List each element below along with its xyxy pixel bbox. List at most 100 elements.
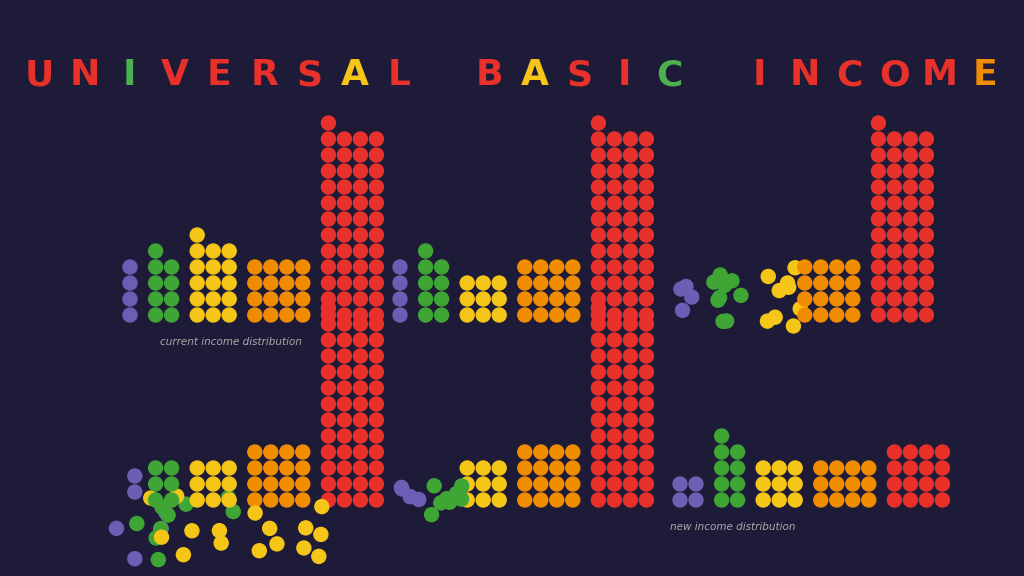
Circle shape <box>592 349 605 363</box>
Circle shape <box>460 477 474 491</box>
Circle shape <box>639 477 653 491</box>
Circle shape <box>206 244 220 258</box>
Circle shape <box>607 461 622 475</box>
Circle shape <box>179 497 194 511</box>
Circle shape <box>148 308 163 322</box>
Circle shape <box>148 292 163 306</box>
Circle shape <box>222 493 237 507</box>
Circle shape <box>592 180 605 194</box>
Circle shape <box>322 196 336 210</box>
Circle shape <box>434 276 449 290</box>
Circle shape <box>639 493 653 507</box>
Circle shape <box>518 308 531 322</box>
Circle shape <box>353 413 368 427</box>
Circle shape <box>624 317 637 331</box>
Circle shape <box>434 308 449 322</box>
Circle shape <box>353 292 368 306</box>
Circle shape <box>676 304 689 317</box>
Circle shape <box>814 477 827 491</box>
Circle shape <box>592 308 605 322</box>
Circle shape <box>794 302 807 316</box>
Circle shape <box>639 260 653 274</box>
Text: A: A <box>520 58 549 92</box>
Circle shape <box>148 493 163 507</box>
Circle shape <box>871 196 886 210</box>
Circle shape <box>248 506 262 520</box>
Circle shape <box>772 493 786 507</box>
Circle shape <box>566 260 580 274</box>
Circle shape <box>639 429 653 443</box>
Circle shape <box>206 477 220 491</box>
Circle shape <box>314 528 328 541</box>
Circle shape <box>148 477 163 491</box>
Circle shape <box>248 445 262 459</box>
Circle shape <box>337 196 351 210</box>
Circle shape <box>639 445 653 459</box>
Text: C: C <box>837 58 862 92</box>
Circle shape <box>592 365 605 379</box>
Circle shape <box>353 429 368 443</box>
Circle shape <box>607 164 622 178</box>
Circle shape <box>123 308 137 322</box>
Circle shape <box>592 276 605 290</box>
Circle shape <box>460 493 474 507</box>
Circle shape <box>155 521 168 536</box>
Circle shape <box>592 445 605 459</box>
Circle shape <box>888 461 901 475</box>
Circle shape <box>920 228 934 242</box>
Circle shape <box>322 445 336 459</box>
Circle shape <box>370 349 383 363</box>
Circle shape <box>624 445 637 459</box>
Circle shape <box>353 445 368 459</box>
Text: M: M <box>922 58 957 92</box>
Circle shape <box>607 413 622 427</box>
Circle shape <box>110 521 124 535</box>
Circle shape <box>715 493 729 507</box>
Circle shape <box>772 477 786 491</box>
Circle shape <box>772 283 786 298</box>
Circle shape <box>624 228 637 242</box>
Circle shape <box>322 317 336 331</box>
Circle shape <box>353 276 368 290</box>
Circle shape <box>829 292 844 306</box>
Circle shape <box>550 477 564 491</box>
Circle shape <box>714 268 727 282</box>
Circle shape <box>322 116 336 130</box>
Circle shape <box>322 308 336 322</box>
Circle shape <box>607 244 622 258</box>
Text: S: S <box>566 58 593 92</box>
Circle shape <box>624 461 637 475</box>
Circle shape <box>337 132 351 146</box>
Circle shape <box>393 260 407 274</box>
Circle shape <box>337 317 351 331</box>
Circle shape <box>296 445 310 459</box>
Circle shape <box>395 482 409 496</box>
Circle shape <box>152 552 165 567</box>
Circle shape <box>920 180 934 194</box>
Circle shape <box>903 292 918 306</box>
Circle shape <box>592 333 605 347</box>
Circle shape <box>370 333 383 347</box>
Circle shape <box>772 461 786 475</box>
Circle shape <box>206 292 220 306</box>
Circle shape <box>270 537 284 551</box>
Text: new income distribution: new income distribution <box>670 522 796 532</box>
Circle shape <box>337 308 351 322</box>
Circle shape <box>148 276 163 290</box>
Circle shape <box>222 260 237 274</box>
Circle shape <box>592 148 605 162</box>
Circle shape <box>337 381 351 395</box>
Circle shape <box>624 244 637 258</box>
Circle shape <box>624 429 637 443</box>
Circle shape <box>248 477 262 491</box>
Circle shape <box>128 485 141 499</box>
Circle shape <box>248 260 262 274</box>
Circle shape <box>370 292 383 306</box>
Circle shape <box>920 461 934 475</box>
Circle shape <box>534 276 548 290</box>
Circle shape <box>624 148 637 162</box>
Circle shape <box>190 477 204 491</box>
Circle shape <box>935 477 949 491</box>
Circle shape <box>607 381 622 395</box>
Circle shape <box>130 517 143 530</box>
